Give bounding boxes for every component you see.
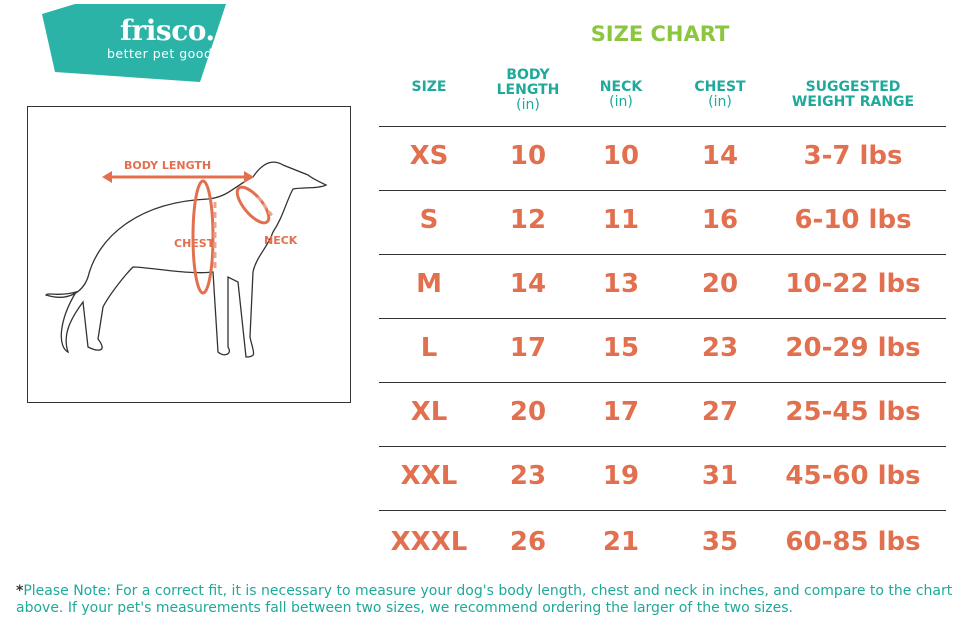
table-cell: 16 bbox=[701, 205, 739, 235]
table-cell: 17 bbox=[602, 397, 640, 427]
table-cell: 11 bbox=[602, 205, 640, 235]
table-row: XS 10 10 14 3-7 lbs bbox=[379, 126, 946, 191]
table-row: XL 20 17 27 25-45 lbs bbox=[379, 382, 946, 447]
table-cell: XXXL bbox=[390, 527, 468, 557]
header-chest: CHEST (in) bbox=[694, 79, 746, 110]
table-cell: 15 bbox=[602, 333, 640, 363]
dog-icon bbox=[44, 161, 328, 358]
table-row: XXXL 26 21 35 60-85 lbs bbox=[379, 510, 946, 577]
logo-tagline: better pet goods bbox=[107, 46, 220, 61]
table-header: SIZE BODY LENGTH (in) NECK (in) CHEST (in) … bbox=[379, 60, 946, 126]
table-cell: 21 bbox=[602, 527, 640, 557]
fit-note: *Please Note: For a correct fit, it is n… bbox=[16, 583, 953, 616]
table-cell: L bbox=[420, 333, 438, 363]
frisco-logo: frisco. better pet goods bbox=[40, 2, 226, 82]
table-row: M 14 13 20 10-22 lbs bbox=[379, 254, 946, 319]
table-cell: 20 bbox=[509, 397, 547, 427]
table-row: S 12 11 16 6-10 lbs bbox=[379, 190, 946, 255]
table-cell: 23 bbox=[701, 333, 739, 363]
table-cell: 35 bbox=[701, 527, 739, 557]
header-body-length: BODY LENGTH (in) bbox=[496, 67, 560, 113]
table-cell: XS bbox=[409, 141, 449, 171]
dog-measurement-illustration: BODY LENGTH CHEST NECK bbox=[27, 106, 351, 403]
table-cell: XL bbox=[410, 397, 448, 427]
table-cell: 20 bbox=[701, 269, 739, 299]
table-cell: 20-29 lbs bbox=[785, 333, 921, 363]
table-cell: 10 bbox=[509, 141, 547, 171]
table-cell: 45-60 lbs bbox=[785, 461, 921, 491]
header-neck: NECK (in) bbox=[599, 79, 643, 110]
table-cell: XXL bbox=[400, 461, 458, 491]
table-cell: 17 bbox=[509, 333, 547, 363]
table-cell: 6-10 lbs bbox=[794, 205, 912, 235]
header-weight-range: SUGGESTED WEIGHT RANGE bbox=[791, 79, 915, 110]
table-cell: 14 bbox=[509, 269, 547, 299]
neck-label: NECK bbox=[264, 234, 298, 247]
logo-brand: frisco. bbox=[120, 14, 215, 47]
table-cell: S bbox=[419, 205, 439, 235]
body-length-label: BODY LENGTH bbox=[124, 159, 212, 172]
header-size: SIZE bbox=[411, 79, 447, 95]
table-cell: 10-22 lbs bbox=[785, 269, 921, 299]
table-cell: 31 bbox=[701, 461, 739, 491]
table-cell: 3-7 lbs bbox=[803, 141, 903, 171]
table-cell: 12 bbox=[509, 205, 547, 235]
table-cell: 14 bbox=[701, 141, 739, 171]
table-cell: 27 bbox=[701, 397, 739, 427]
page-title: SIZE CHART bbox=[590, 22, 730, 46]
table-cell: 19 bbox=[602, 461, 640, 491]
table-cell: M bbox=[416, 269, 442, 299]
table-cell: 60-85 lbs bbox=[785, 527, 921, 557]
table-row: L 17 15 23 20-29 lbs bbox=[379, 318, 946, 383]
table-cell: 26 bbox=[509, 527, 547, 557]
chest-label: CHEST bbox=[174, 237, 215, 250]
table-cell: 23 bbox=[509, 461, 547, 491]
table-cell: 10 bbox=[602, 141, 640, 171]
table-cell: 25-45 lbs bbox=[785, 397, 921, 427]
table-row: XXL 23 19 31 45-60 lbs bbox=[379, 446, 946, 511]
table-cell: 13 bbox=[602, 269, 640, 299]
